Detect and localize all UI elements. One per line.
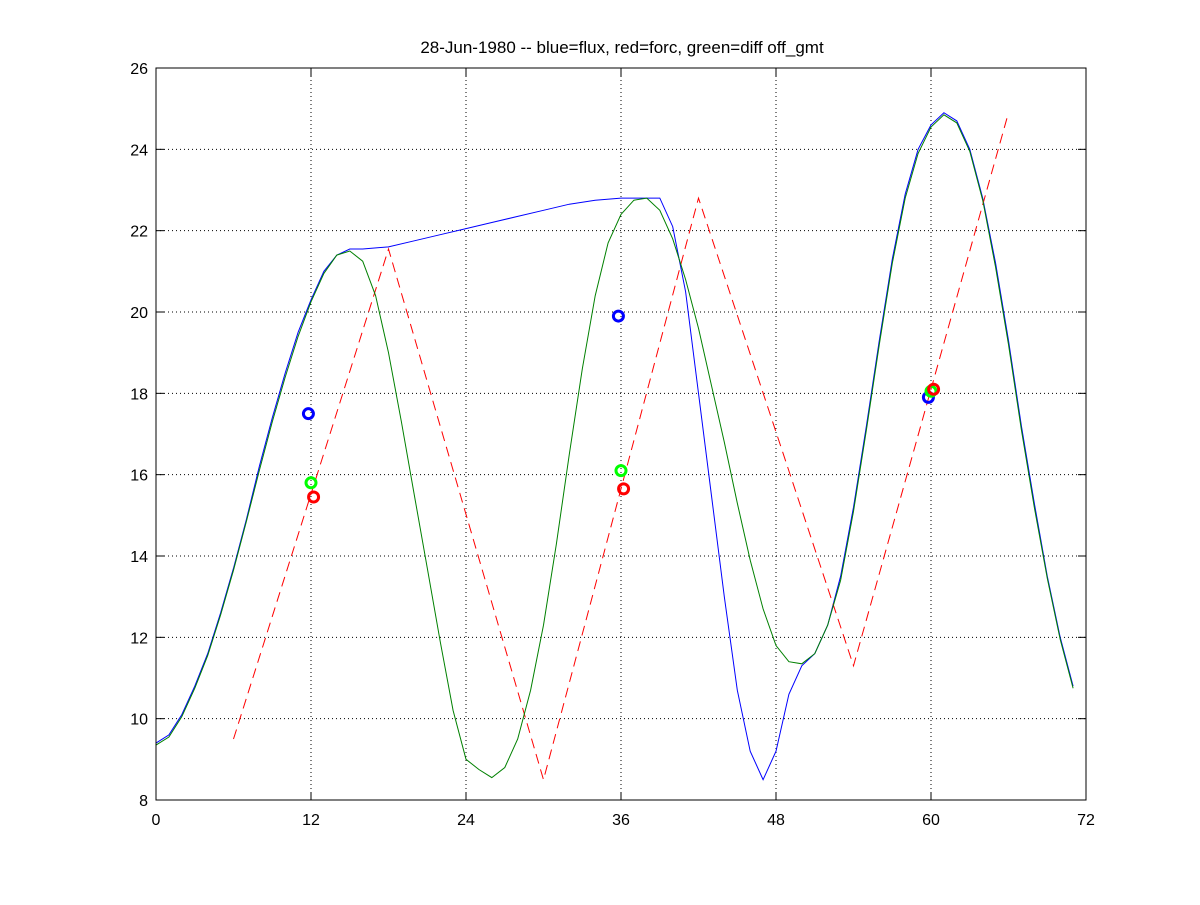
x-tick-label: 24: [457, 812, 475, 829]
y-tick-label: 24: [130, 142, 148, 159]
y-tick-label: 18: [130, 386, 148, 403]
axis-ticks: 0 12 24 36 48 60 72 8 10 12 14 16 18 20 22 24 26: [130, 61, 1095, 829]
y-tick-label: 14: [130, 549, 148, 566]
marker-point-0: [301, 407, 315, 421]
y-tick-label: 16: [130, 468, 148, 485]
marker-point-5: [617, 482, 631, 496]
series-layer: [155, 112, 1074, 782]
chart-title: 28-Jun-1980 -- blue=flux, red=forc, gree…: [420, 38, 824, 57]
x-tick-label: 72: [1077, 812, 1095, 829]
x-tick-label: 0: [152, 812, 161, 829]
y-tick-label: 10: [130, 712, 148, 729]
marker-point-1: [304, 476, 318, 490]
marker-point-4: [614, 464, 628, 478]
x-tick-label: 12: [302, 812, 320, 829]
y-tick-label: 26: [130, 61, 148, 78]
marker-point-2: [307, 490, 321, 504]
marker-layer: [301, 309, 941, 504]
x-tick-label: 36: [612, 812, 630, 829]
y-tick-label: 8: [139, 793, 148, 810]
y-tick-label: 12: [130, 630, 148, 647]
series-line-1: [233, 112, 1009, 782]
y-tick-label: 22: [130, 224, 148, 241]
series-line-2: [155, 114, 1074, 779]
x-tick-label: 60: [922, 812, 940, 829]
marker-point-3: [611, 309, 625, 323]
series-line-0: [155, 112, 1074, 781]
y-tick-label: 20: [130, 305, 148, 322]
x-tick-label: 48: [767, 812, 785, 829]
marker-point-8: [927, 382, 941, 396]
